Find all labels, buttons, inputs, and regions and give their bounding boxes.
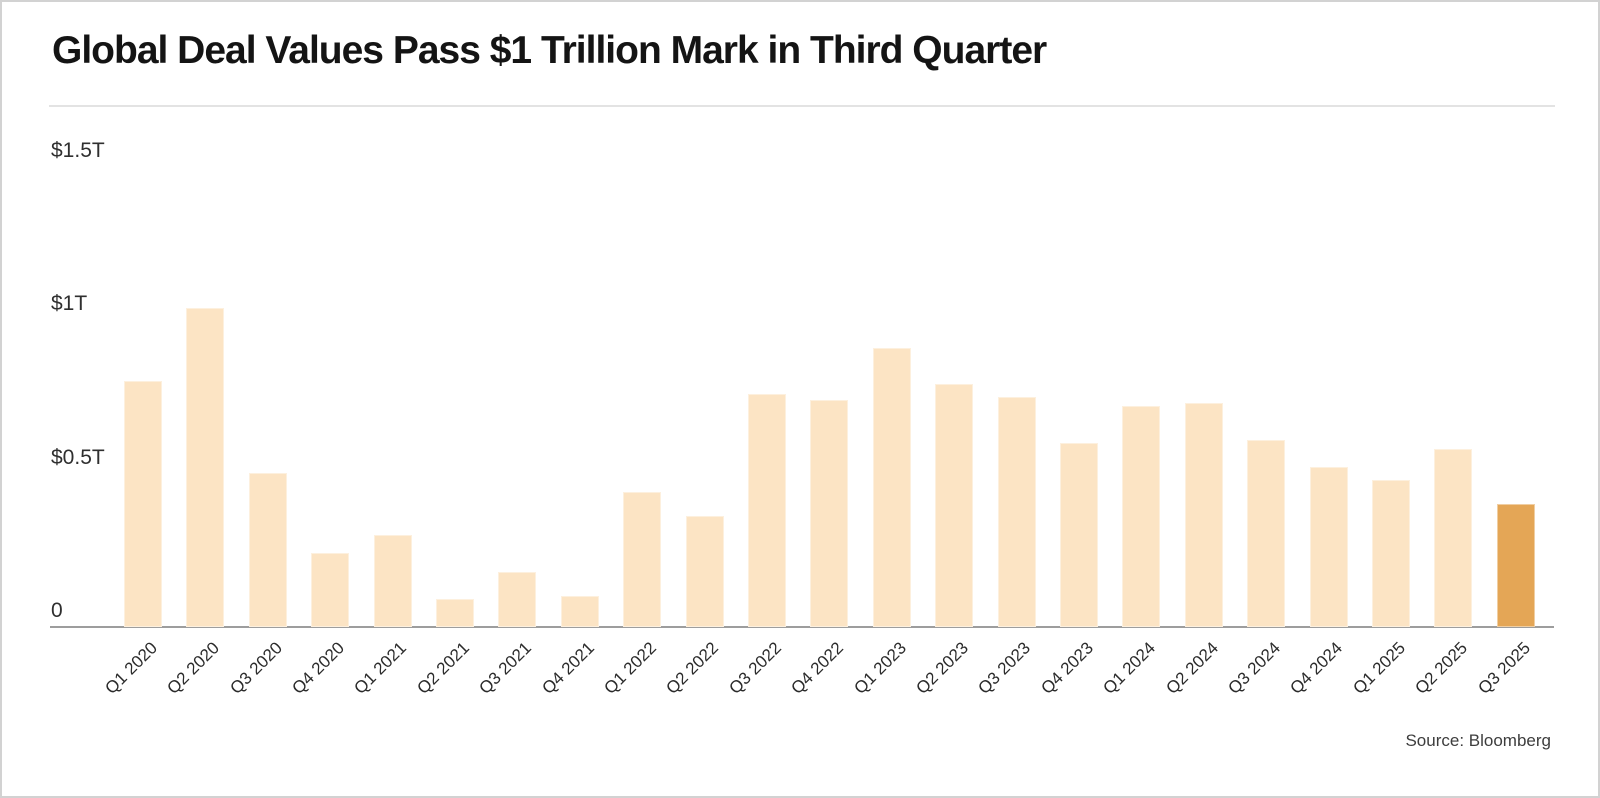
x-axis-baseline [50, 626, 1554, 628]
bar-q3-2025 [1497, 504, 1535, 627]
y-tick-label: $0.5T [51, 445, 105, 469]
bar-q1-2025 [1372, 480, 1410, 627]
x-tick-label: Q3 2025 [1473, 638, 1534, 698]
bar-q3-2021 [498, 572, 536, 627]
bar-q3-2024 [1247, 440, 1285, 627]
bar-q2-2023 [935, 384, 973, 627]
x-tick-label: Q2 2024 [1161, 638, 1222, 698]
bar-q3-2023 [998, 397, 1036, 627]
bar-q4-2024 [1310, 467, 1348, 627]
bar-q1-2023 [873, 348, 911, 627]
x-tick-label: Q2 2023 [912, 638, 972, 698]
x-tick-label: Q2 2021 [413, 638, 473, 698]
x-tick-label: Q3 2023 [974, 638, 1035, 698]
bar-q4-2020 [311, 553, 349, 627]
x-tick-label: Q4 2022 [787, 638, 848, 698]
bar-q1-2022 [623, 492, 661, 627]
x-tick-label: Q4 2024 [1286, 638, 1347, 698]
y-tick-label: 0 [51, 599, 63, 622]
x-tick-label: Q1 2020 [101, 638, 161, 698]
x-tick-label: Q1 2025 [1349, 638, 1409, 698]
bar-q2-2020 [186, 308, 224, 627]
source-attribution: Source: Bloomberg [1405, 731, 1551, 750]
x-tick-label: Q3 2021 [475, 638, 536, 698]
x-tick-label: Q2 2020 [163, 638, 224, 698]
x-tick-label: Q1 2022 [600, 638, 660, 698]
x-tick-label: Q3 2022 [725, 638, 785, 698]
y-tick-label: $1.5T [51, 138, 105, 162]
title-divider [49, 105, 1555, 107]
bar-q1-2021 [374, 535, 412, 627]
chart-title: Global Deal Values Pass $1 Trillion Mark… [52, 29, 1047, 72]
x-tick-label: Q2 2025 [1411, 638, 1472, 698]
bar-q1-2024 [1122, 406, 1160, 627]
bar-q2-2021 [436, 599, 474, 627]
x-tick-label: Q4 2020 [288, 638, 348, 698]
x-tick-label: Q1 2023 [849, 638, 910, 698]
bar-q4-2023 [1060, 443, 1098, 627]
bar-q2-2025 [1434, 449, 1472, 627]
y-tick-label: $1T [51, 292, 88, 315]
x-tick-label: Q1 2024 [1099, 638, 1160, 698]
bar-q4-2021 [561, 596, 599, 627]
x-tick-label: Q3 2024 [1224, 638, 1284, 698]
bar-q2-2024 [1185, 403, 1223, 627]
bar-q3-2022 [748, 394, 786, 627]
bar-q2-2022 [686, 516, 724, 627]
x-tick-label: Q2 2022 [662, 638, 723, 698]
x-tick-label: Q4 2023 [1037, 638, 1097, 698]
x-tick-label: Q3 2020 [225, 638, 286, 698]
x-tick-label: Q1 2021 [350, 638, 411, 698]
bar-q3-2020 [249, 473, 287, 627]
x-tick-label: Q4 2021 [537, 638, 598, 698]
bar-q1-2020 [124, 381, 162, 627]
bar-q4-2022 [810, 400, 848, 627]
